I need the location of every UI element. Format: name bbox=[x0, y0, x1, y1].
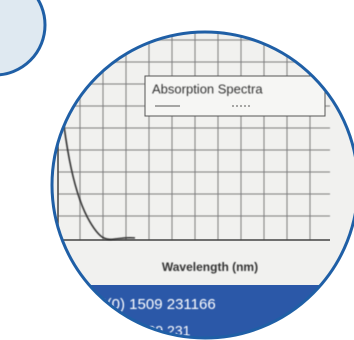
lens-content: Absorption Spectra Wavelength (nm) 14(0)… bbox=[52, 32, 354, 338]
x-axis-label: Wavelength (nm) bbox=[162, 260, 258, 274]
legend-box bbox=[144, 75, 326, 117]
lens-rim bbox=[50, 30, 354, 340]
footer-line: 14(0) 1509 231166 bbox=[90, 296, 216, 313]
legend-title: Absorption Spectra bbox=[152, 81, 263, 96]
curve bbox=[59, 91, 136, 241]
small-lens bbox=[0, 0, 47, 77]
